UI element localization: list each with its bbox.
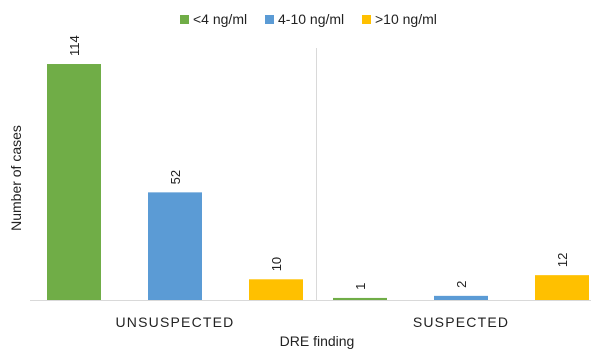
bars	[47, 64, 589, 301]
data-label: 10	[269, 257, 284, 271]
bar	[333, 297, 387, 300]
category-label: SUSPECTED	[413, 314, 509, 330]
bar	[148, 192, 202, 300]
axes	[30, 48, 591, 301]
bar	[47, 64, 101, 301]
y-axis-label: Number of cases	[8, 125, 24, 231]
bar	[249, 279, 303, 300]
x-axis-label: DRE finding	[280, 333, 355, 349]
category-labels: UNSUSPECTED SUSPECTED	[116, 314, 509, 330]
legend-label: <4 ng/ml	[193, 11, 247, 27]
data-label: 114	[67, 35, 82, 56]
bar	[434, 295, 488, 300]
data-label: 52	[168, 170, 183, 184]
data-label: 12	[555, 253, 570, 267]
legend-swatch	[180, 15, 189, 24]
legend-swatch	[265, 15, 274, 24]
category-label: UNSUSPECTED	[116, 314, 235, 330]
data-label: 2	[454, 281, 469, 288]
data-label: 1	[353, 283, 368, 290]
legend-swatch	[362, 15, 371, 24]
legend-label: 4-10 ng/ml	[278, 11, 344, 27]
legend: <4 ng/ml 4-10 ng/ml >10 ng/ml	[180, 11, 437, 27]
bar	[535, 275, 589, 300]
legend-label: >10 ng/ml	[375, 11, 437, 27]
